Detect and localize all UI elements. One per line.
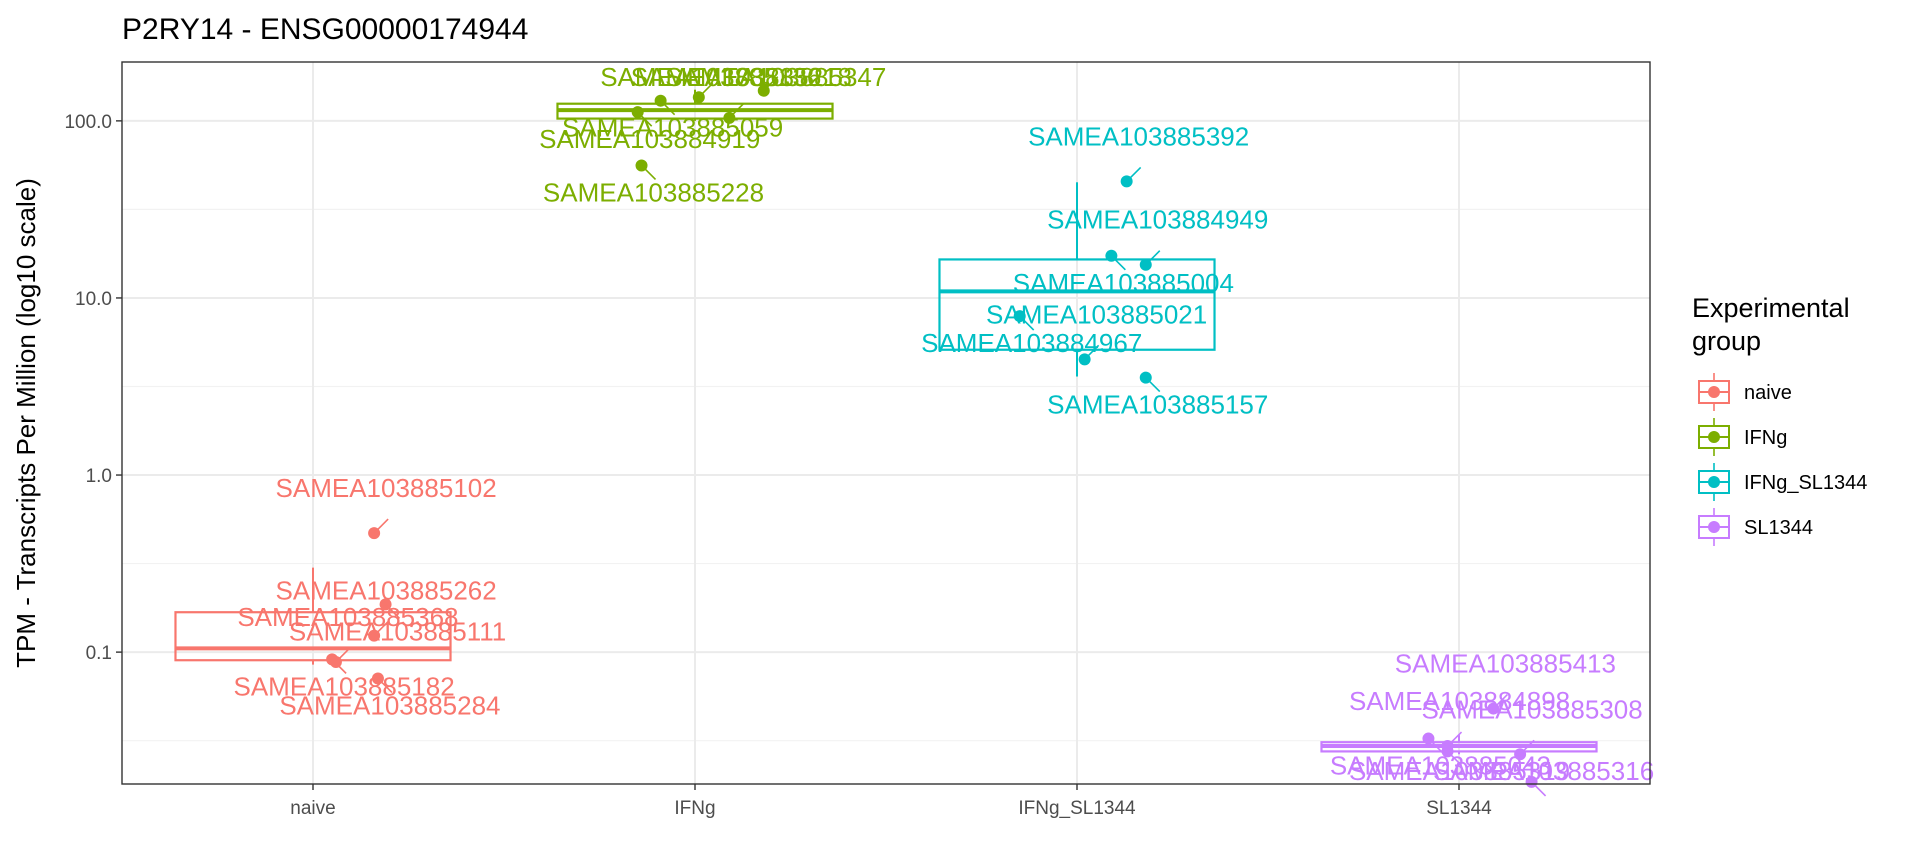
y-tick-label: 100.0 (64, 112, 112, 133)
boxes (174, 89, 1598, 755)
y-tick-label: 10.0 (75, 289, 112, 310)
point-label: SAMEA103884919 (539, 124, 760, 154)
label-leader-line (335, 647, 351, 663)
legend-key-point (1708, 521, 1720, 533)
legend-title-line1: Experimental (1692, 293, 1850, 323)
point-label: SAMEA103885218 (631, 62, 852, 92)
label-leader-line (1427, 737, 1444, 754)
label-leader-line (1446, 750, 1463, 766)
point-label: SAMEA103885316 (1433, 756, 1654, 786)
y-tick-label: 0.1 (86, 643, 112, 664)
label-leader-line (698, 82, 714, 98)
point-label: SAMEA103885319 (1349, 756, 1570, 786)
label-leader-line (640, 164, 657, 181)
legend-key-point (1708, 431, 1720, 443)
label-leader-line (1519, 739, 1535, 755)
point-label: SAMEA103885059 (562, 113, 783, 143)
x-tick-label: SL1344 (1426, 798, 1492, 819)
point-label: SAMEA103885308 (1422, 694, 1643, 724)
data-points (326, 84, 1538, 788)
plot-panel-border (121, 61, 1651, 785)
point-label: SAMEA103885228 (543, 177, 764, 207)
y-axis-title: TPM - Transcripts Per Million (log10 sca… (11, 178, 41, 668)
y-tick-label: 1.0 (86, 466, 112, 487)
x-tick-label: IFNg_SL1344 (1018, 798, 1136, 819)
point-label: SAMEA103884949 (1047, 205, 1268, 235)
point-label: SAMEA103884898 (1349, 686, 1570, 716)
label-leader-line (1126, 166, 1142, 182)
label-leader-line (373, 621, 389, 637)
chart-title: P2RY14 - ENSG00000174944 (122, 13, 528, 46)
label-leader-line (728, 103, 744, 119)
point-label: SAMEA103885021 (986, 299, 1207, 329)
label-leader-line (660, 100, 676, 116)
point-label: SAMEA103885043 (1330, 751, 1551, 781)
point-label: SAMEA103884967 (921, 328, 1142, 358)
label-leader-line (1110, 255, 1126, 271)
point-label: SAMEA103885136 (600, 62, 821, 92)
box-iqr (174, 611, 452, 662)
x-tick-label: naive (290, 798, 335, 819)
x-tick-label: IFNg (674, 798, 715, 819)
legend-label: IFNg (1744, 427, 1787, 449)
label-leader-line (1492, 694, 1508, 710)
point-label: SAMEA103885284 (279, 690, 500, 720)
point-label: SAMEA103885392 (1028, 121, 1249, 151)
point-label: SAMEA103885157 (1047, 390, 1268, 420)
legend: Experimental group naive IFNg IFNg_SL1344 S… (1692, 293, 1867, 546)
point-label: SAMEA103885347 (665, 62, 886, 92)
legend-label: SL1344 (1744, 517, 1813, 539)
label-leader-line (377, 677, 393, 694)
label-leader-line (1019, 315, 1035, 331)
box-iqr (938, 258, 1216, 351)
point-label: SAMEA103885368 (237, 602, 458, 632)
point-label: SAMEA103885413 (1395, 649, 1616, 679)
point-label: SAMEA103885004 (1013, 268, 1234, 298)
label-leader-line (1145, 377, 1161, 393)
legend-label: IFNg_SL1344 (1744, 472, 1867, 494)
label-leader-line (1446, 731, 1463, 747)
point-label: SAMEA103885262 (276, 576, 497, 606)
legend-label: naive (1744, 382, 1792, 404)
label-leader-line (385, 603, 401, 619)
label-leader-line (331, 658, 347, 674)
legend-key-point (1708, 386, 1720, 398)
label-leader-line (1084, 344, 1100, 360)
label-leader-line (1145, 250, 1161, 266)
axes: 0.1 1.0 10.0 100.0 naive IFNg IFNg_SL1344 SL134… (64, 112, 1492, 819)
point-label: SAMEA103885102 (276, 473, 497, 503)
legend-title-line2: group (1692, 326, 1761, 356)
label-leader-line (637, 111, 653, 127)
legend-key-point (1708, 476, 1720, 488)
point-labels: SAMEA103885102 SAMEA103885111 SAMEA1038852… (234, 62, 1654, 797)
point-label: SAMEA103885111 (289, 616, 506, 646)
point-label: SAMEA103885182 (234, 671, 455, 701)
label-leader-line (763, 76, 779, 92)
label-leader-line (373, 518, 389, 534)
